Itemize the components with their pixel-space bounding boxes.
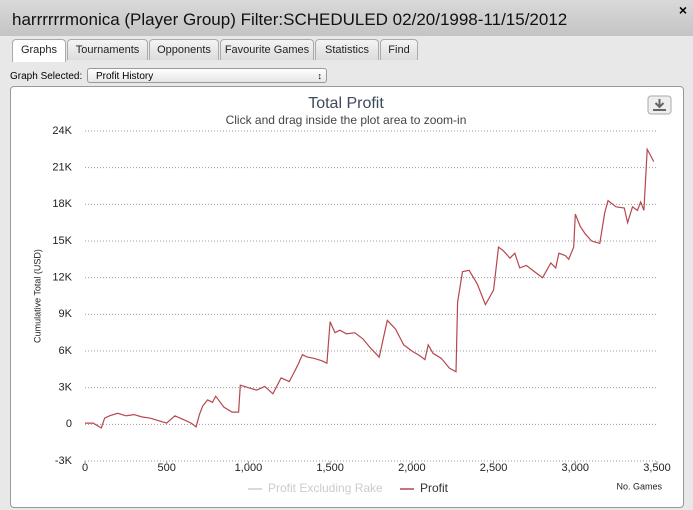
x-tick-label: 500 (158, 462, 176, 474)
y-tick-label: 6K (59, 345, 73, 357)
x-tick-label: 2,000 (398, 462, 426, 474)
y-axis-label: Cumulative Total (USD) (32, 249, 42, 343)
download-icon (653, 99, 666, 111)
tab[interactable]: Find (380, 39, 418, 60)
y-tick-label: 9K (59, 308, 73, 320)
title-bar: harrrrrrmonica (Player Group) Filter:SCH… (0, 0, 693, 36)
x-tick-label: 0 (82, 462, 88, 474)
tab[interactable]: Tournaments (67, 39, 148, 60)
legend-label: Profit (420, 481, 449, 495)
x-tick-label: 1,500 (316, 462, 344, 474)
profit-line (85, 147, 655, 429)
y-tick-label: -3K (55, 455, 73, 467)
y-tick-label: 21K (52, 162, 72, 174)
y-tick-label: 24K (52, 125, 72, 137)
x-tick-label: 3,000 (562, 462, 590, 474)
chart-subtitle: Click and drag inside the plot area to z… (226, 113, 467, 127)
x-tick-label: 1,000 (235, 462, 263, 474)
graph-selected-label: Graph Selected: (10, 71, 83, 82)
x-tick-label: 2,500 (480, 462, 508, 474)
y-tick-label: 18K (52, 198, 72, 210)
y-tick-label: 0 (66, 418, 72, 430)
x-axis-label: No. Games (616, 481, 662, 491)
y-tick-label: 12K (52, 272, 72, 284)
tab[interactable]: Graphs (12, 39, 66, 62)
tab[interactable]: Statistics (315, 39, 379, 60)
chart-panel (10, 86, 684, 508)
tab[interactable]: Favourite Games (220, 39, 314, 60)
x-tick-label: 3,500 (643, 462, 671, 474)
y-tick-label: 3K (59, 382, 73, 394)
y-tick-label: 15K (52, 235, 72, 247)
close-button[interactable]: × (678, 2, 687, 18)
graph-select[interactable]: Profit History (87, 68, 327, 84)
download-button[interactable] (647, 95, 672, 115)
chart-title: Total Profit (308, 95, 384, 112)
legend-label: Profit Excluding Rake (268, 481, 383, 495)
tab[interactable]: Opponents (149, 39, 219, 60)
window-title: harrrrrrmonica (Player Group) Filter:SCH… (12, 10, 568, 29)
